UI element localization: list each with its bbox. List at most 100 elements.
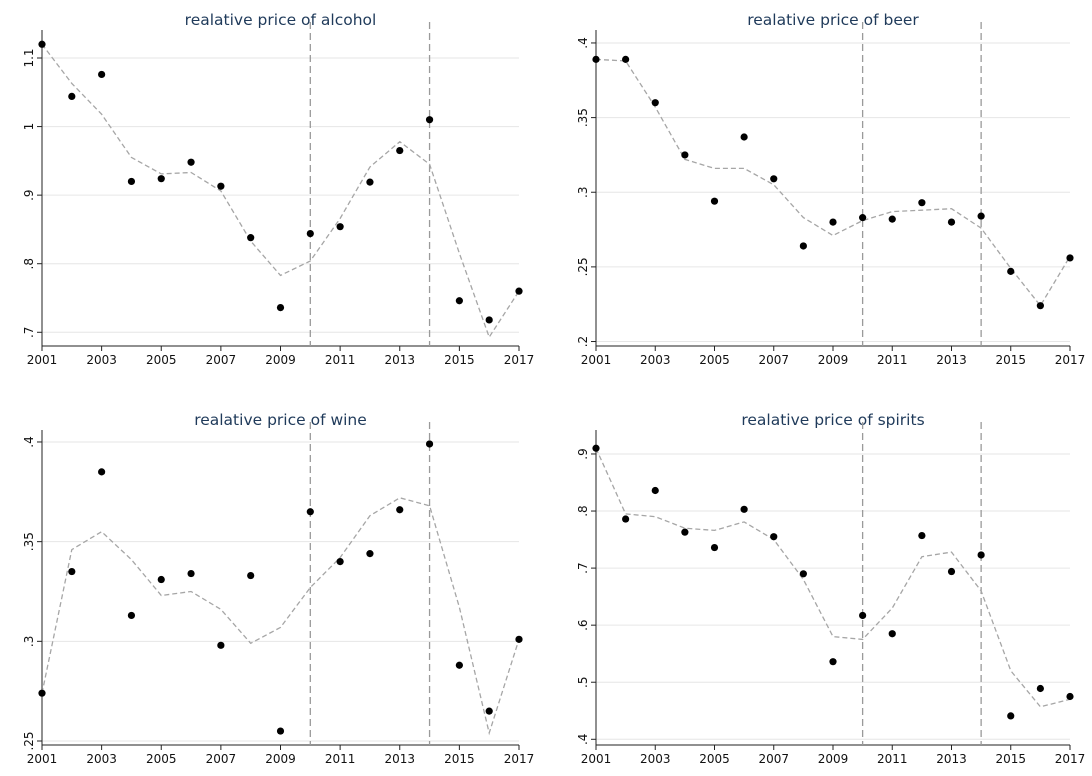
x-tick-label-alcohol: 2003	[86, 353, 117, 367]
data-point-spirits	[829, 658, 837, 666]
data-point-alcohol	[455, 297, 463, 305]
data-point-alcohol	[217, 182, 225, 190]
x-tick-label-alcohol: 2015	[444, 353, 475, 367]
data-point-beer	[977, 212, 985, 220]
data-point-wine	[217, 641, 225, 649]
x-tick-label-wine: 2001	[27, 752, 58, 766]
x-tick-label-beer: 2005	[699, 353, 730, 367]
chart-title-spirits: realative price of spirits	[741, 411, 924, 429]
y-tick-label-wine: .25	[22, 731, 36, 750]
x-tick-label-beer: 2013	[936, 353, 967, 367]
data-point-wine	[455, 661, 463, 669]
data-point-beer	[859, 214, 867, 222]
data-point-beer	[1007, 267, 1015, 275]
data-point-wine	[336, 557, 344, 566]
data-point-alcohol	[157, 175, 165, 183]
data-point-spirits	[977, 551, 985, 559]
data-point-alcohol	[247, 234, 255, 242]
data-point-spirits	[799, 570, 807, 578]
x-tick-label-alcohol: 2017	[504, 353, 535, 367]
x-tick-label-wine: 2011	[325, 752, 356, 766]
y-tick-label-wine: .4	[22, 436, 36, 447]
x-tick-label-beer: 2007	[758, 353, 789, 367]
x-tick-label-beer: 2011	[877, 353, 908, 367]
data-point-alcohol	[127, 177, 136, 186]
data-point-beer	[799, 242, 807, 250]
chart-title-wine: realative price of wine	[194, 411, 367, 429]
data-point-spirits	[947, 567, 956, 576]
y-tick-label-alcohol: .7	[22, 327, 36, 338]
data-point-spirits	[888, 630, 896, 638]
y-tick-label-beer: .25	[576, 257, 590, 276]
x-tick-label-beer: 2009	[818, 353, 849, 367]
data-point-spirits	[681, 528, 689, 536]
x-tick-label-spirits: 2007	[758, 752, 789, 766]
y-tick-label-spirits: .7	[576, 562, 590, 573]
data-point-wine	[306, 508, 314, 516]
y-tick-label-spirits: .4	[576, 734, 590, 745]
data-point-spirits	[740, 505, 748, 513]
x-tick-label-wine: 2003	[86, 752, 117, 766]
data-point-spirits	[592, 444, 600, 452]
data-point-wine	[68, 567, 76, 576]
data-point-spirits	[710, 543, 719, 552]
data-point-wine	[98, 468, 106, 476]
data-point-alcohol	[306, 229, 314, 238]
data-point-alcohol	[276, 304, 285, 312]
data-point-alcohol	[425, 116, 434, 124]
data-point-alcohol	[396, 146, 404, 155]
y-tick-label-spirits: .6	[576, 619, 590, 630]
y-tick-label-alcohol: 1	[22, 123, 36, 131]
y-tick-label-beer: .35	[576, 108, 590, 127]
data-point-beer	[622, 55, 630, 63]
data-point-beer	[1036, 302, 1044, 310]
data-point-alcohol	[336, 223, 344, 231]
data-point-beer	[888, 215, 896, 223]
y-tick-label-alcohol: .8	[22, 258, 36, 269]
y-tick-label-beer: .2	[576, 336, 590, 347]
x-tick-label-spirits: 2013	[936, 752, 967, 766]
x-tick-label-alcohol: 2005	[146, 353, 177, 367]
x-tick-label-beer: 2015	[995, 353, 1026, 367]
data-point-spirits	[1007, 712, 1015, 720]
data-point-wine	[247, 571, 255, 580]
data-point-spirits	[1066, 692, 1074, 701]
data-point-beer	[918, 199, 926, 207]
x-tick-label-spirits: 2001	[581, 752, 612, 766]
data-point-beer	[592, 55, 600, 63]
chart-title-beer: realative price of beer	[747, 11, 919, 29]
data-point-wine	[38, 689, 46, 697]
x-tick-label-wine: 2005	[146, 752, 177, 766]
x-tick-label-wine: 2013	[384, 752, 415, 766]
data-point-alcohol	[366, 178, 374, 186]
x-tick-label-spirits: 2003	[640, 752, 671, 766]
data-point-alcohol	[485, 316, 493, 324]
y-tick-label-spirits: .5	[576, 677, 590, 688]
fitted-line-wine	[41, 497, 520, 736]
x-tick-label-wine: 2015	[444, 752, 475, 766]
data-point-beer	[947, 218, 956, 226]
data-point-wine	[187, 569, 195, 578]
x-tick-label-beer: 2001	[581, 353, 612, 367]
data-point-wine	[515, 635, 523, 643]
x-tick-label-wine: 2017	[504, 752, 535, 766]
x-tick-label-wine: 2007	[206, 752, 237, 766]
data-point-beer	[681, 151, 689, 159]
data-point-alcohol	[68, 92, 76, 100]
x-tick-label-alcohol: 2009	[265, 353, 296, 367]
data-point-wine	[366, 550, 374, 558]
data-point-beer	[710, 197, 719, 205]
x-tick-label-alcohol: 2013	[384, 353, 415, 367]
data-point-beer	[651, 99, 659, 107]
data-point-alcohol	[98, 70, 106, 79]
fitted-line-spirits	[595, 448, 1071, 708]
panel-beer: realative price of beer .2 .25 .3 .35 .4 2001 2…	[576, 11, 1085, 367]
data-point-spirits	[622, 515, 630, 523]
data-point-wine	[425, 440, 434, 448]
x-tick-label-beer: 2003	[640, 353, 671, 367]
panel-alcohol: realative price of alcohol .7 .8 .9 1 1.1 2001…	[22, 11, 534, 367]
data-point-spirits	[1036, 684, 1044, 693]
data-point-beer	[770, 175, 778, 183]
y-tick-label-alcohol: .9	[22, 189, 36, 200]
